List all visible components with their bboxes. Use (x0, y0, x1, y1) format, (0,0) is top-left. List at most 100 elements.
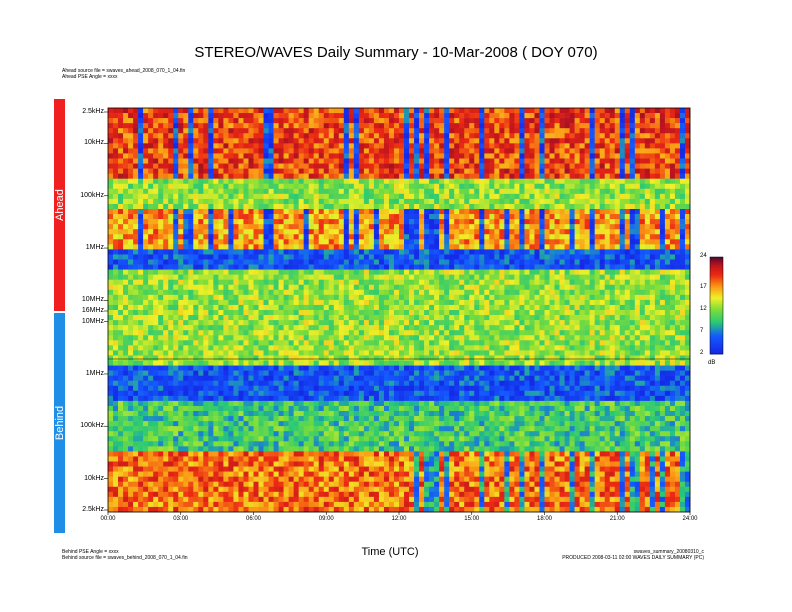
spectrogram-cell (223, 320, 229, 326)
spectrogram-cell (404, 158, 410, 164)
spectrogram-cell (113, 193, 119, 200)
spectrogram-cell (158, 315, 164, 321)
spectrogram-cell (248, 138, 254, 144)
spectrogram-cell (414, 234, 420, 240)
spectrogram-cell (534, 148, 540, 154)
spectrogram-cell (614, 118, 621, 124)
spectrogram-cell (504, 269, 510, 275)
spectrogram-cell (629, 183, 636, 190)
spectrogram-cell (599, 203, 606, 210)
spectrogram-cell (183, 289, 189, 296)
spectrogram-cell (338, 209, 345, 215)
spectrogram-cell (278, 234, 284, 240)
spectrogram-cell (203, 138, 209, 144)
spectrogram-cell (474, 178, 480, 185)
spectrogram-cell (679, 178, 686, 185)
spectrogram-cell (383, 188, 390, 195)
spectrogram-cell (108, 108, 114, 114)
spectrogram-cell (519, 294, 525, 301)
spectrogram-cell (188, 259, 194, 265)
spectrogram-cell (143, 279, 149, 286)
spectrogram-cell (368, 118, 375, 124)
spectrogram-cell (348, 118, 355, 124)
spectrogram-cell (669, 304, 676, 311)
spectrogram-cell (293, 315, 299, 321)
spectrogram-cell (574, 310, 580, 316)
spectrogram-cell (133, 239, 139, 245)
spectrogram-cell (333, 274, 340, 280)
spectrogram-cell (579, 128, 585, 134)
spectrogram-cell (459, 249, 465, 255)
spectrogram-cell (378, 168, 385, 174)
spectrogram-cell (464, 239, 470, 245)
spectrogram-cell (138, 315, 144, 321)
spectrogram-cell (223, 264, 229, 270)
spectrogram-cell (113, 320, 119, 326)
spectrogram-cell (173, 118, 179, 124)
spectrogram-cell (539, 173, 545, 179)
spectrogram-cell (388, 128, 395, 134)
spectrogram-cell (308, 224, 315, 230)
spectrogram-cell (268, 123, 274, 129)
spectrogram-cell (454, 138, 460, 144)
spectrogram-cell (534, 133, 540, 139)
spectrogram-cell (574, 158, 580, 164)
spectrogram-cell (143, 128, 149, 134)
spectrogram-cell (509, 294, 515, 301)
spectrogram-cell (253, 234, 259, 240)
spectrogram-cell (323, 214, 330, 220)
spectrogram-cell (494, 138, 500, 144)
spectrogram-cell (659, 209, 666, 215)
spectrogram-cell (323, 299, 330, 306)
spectrogram-cell (343, 188, 350, 195)
spectrogram-cell (278, 113, 284, 119)
spectrogram-cell (283, 209, 289, 215)
spectrogram-cell (509, 123, 515, 129)
spectrogram-cell (504, 108, 510, 114)
spectrogram-cell (664, 214, 671, 220)
spectrogram-cell (393, 244, 400, 250)
spectrogram-cell (629, 163, 636, 169)
spectrogram-cell (373, 244, 380, 250)
spectrogram-cell (218, 168, 224, 174)
spectrogram-cell (574, 138, 580, 144)
spectrogram-cell (293, 224, 299, 230)
spectrogram-cell (338, 259, 345, 265)
spectrogram-cell (363, 229, 370, 235)
spectrogram-cell (559, 138, 565, 144)
spectrogram-cell (343, 254, 350, 260)
spectrogram-cell (278, 183, 284, 190)
spectrogram-cell (313, 244, 320, 250)
spectrogram-cell (584, 219, 590, 225)
spectrogram-cell (669, 264, 676, 270)
spectrogram-cell (519, 289, 525, 296)
spectrogram-cell (373, 294, 380, 301)
spectrogram-cell (323, 138, 330, 144)
spectrogram-cell (489, 244, 495, 250)
spectrogram-cell (158, 289, 164, 296)
spectrogram-cell (644, 229, 651, 235)
spectrogram-cell (133, 224, 139, 230)
spectrogram-cell (378, 173, 385, 179)
spectrogram-cell (494, 219, 500, 225)
spectrogram-cell (248, 128, 254, 134)
spectrogram-cell (564, 244, 570, 250)
spectrogram-cell (358, 143, 365, 149)
spectrogram-cell (409, 259, 415, 265)
spectrogram-cell (569, 138, 575, 144)
spectrogram-cell (368, 178, 375, 185)
spectrogram-cell (419, 239, 425, 245)
spectrogram-cell (393, 294, 400, 301)
spectrogram-cell (579, 274, 585, 280)
spectrogram-cell (153, 249, 159, 255)
spectrogram-cell (228, 320, 234, 326)
spectrogram-cell (669, 219, 676, 225)
spectrogram-cell (328, 123, 335, 129)
spectrogram-cell (248, 163, 254, 169)
spectrogram-cell (609, 249, 616, 255)
spectrogram-cell (539, 239, 545, 245)
spectrogram-cell (328, 203, 335, 210)
spectrogram-cell (183, 193, 189, 200)
spectrogram-cell (153, 163, 159, 169)
spectrogram-cell (429, 274, 435, 280)
